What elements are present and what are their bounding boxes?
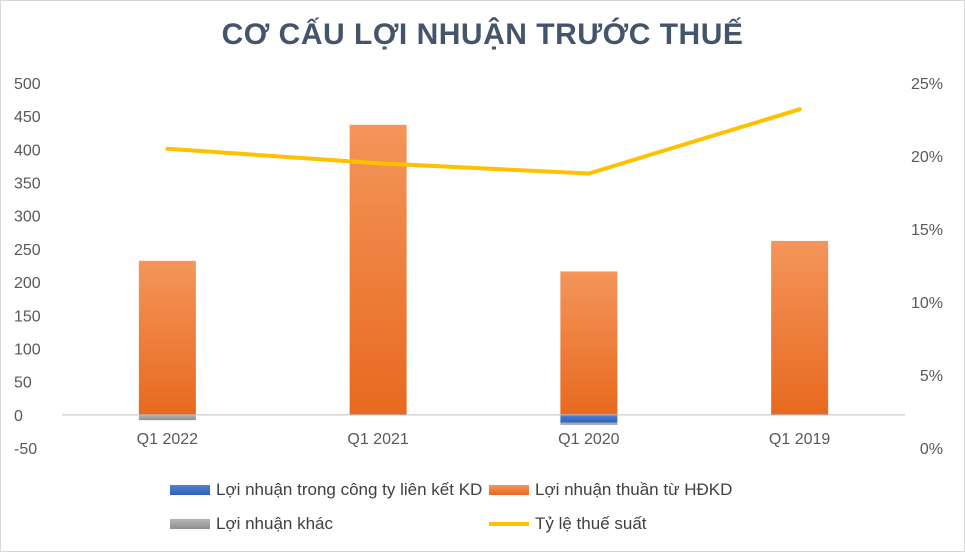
x-tick-label: Q1 2022 (137, 431, 198, 448)
line-point-0 (165, 147, 169, 151)
y-right-tick-label: 5% (920, 368, 943, 385)
line-point-3 (798, 107, 802, 111)
x-tick-label: Q1 2019 (769, 431, 830, 448)
y-left-tick-label: -50 (14, 441, 37, 458)
y-right-tick-label: 0% (920, 441, 943, 458)
line-point-1 (376, 161, 380, 165)
y-left-tick-label: 300 (14, 209, 41, 226)
y-left-tick-label: 450 (14, 109, 41, 126)
bar-series0-2 (560, 414, 618, 423)
y-left-tick-label: 350 (14, 176, 41, 193)
x-tick-label: Q1 2021 (347, 431, 408, 448)
y-left-tick-label: 0 (14, 408, 23, 425)
bar-series2-0 (138, 414, 196, 421)
y-right-tick-label: 25% (911, 76, 943, 93)
y-right-tick-label: 10% (911, 295, 943, 312)
y-left-tick-label: 250 (14, 242, 41, 259)
y-left-tick-label: 400 (14, 142, 41, 159)
bar-series2-2 (560, 422, 618, 425)
y-left-tick-label: 200 (14, 275, 41, 292)
y-left-tick-label: 100 (14, 341, 41, 358)
bar-series1-1 (349, 124, 407, 415)
bar-series1-2 (560, 271, 618, 415)
line-series-tax-rate (165, 107, 802, 176)
y-right-tick-label: 15% (911, 222, 943, 239)
line-point-2 (587, 172, 591, 176)
y-right-tick-label: 20% (911, 149, 943, 166)
y-left-tick-label: 150 (14, 308, 41, 325)
x-tick-label: Q1 2020 (558, 431, 619, 448)
bar-series1-3 (771, 240, 829, 415)
chart-title: CƠ CẤU LỢI NHUẬN TRƯỚC THUẾ (221, 18, 744, 51)
y-left-tick-label: 50 (14, 375, 32, 392)
bar-series1-0 (138, 260, 196, 415)
y-left-tick-label: 500 (14, 76, 41, 93)
